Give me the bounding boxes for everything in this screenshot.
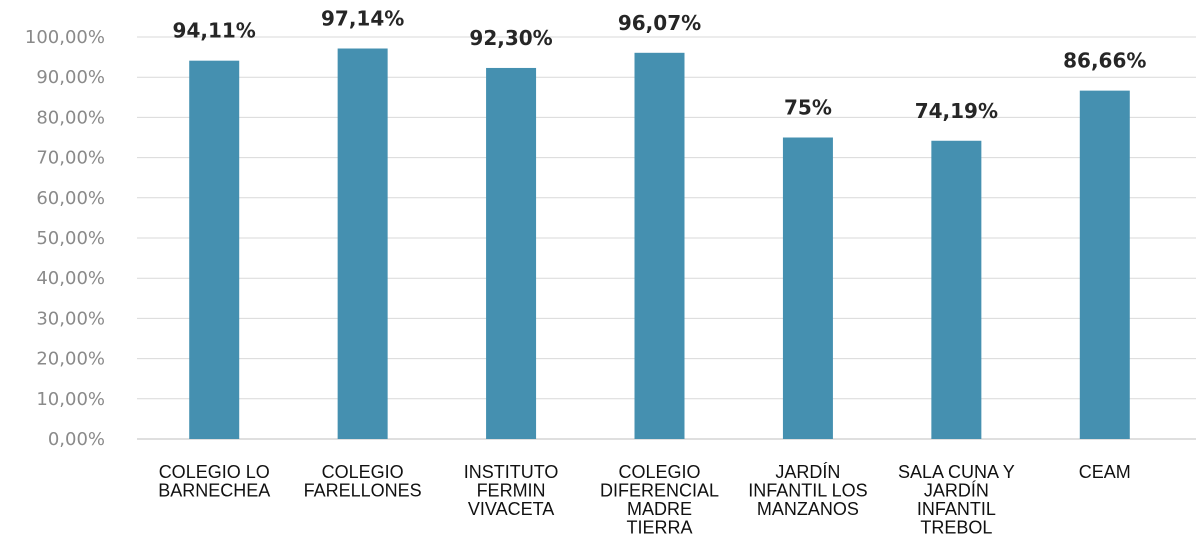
data-label: 94,11% xyxy=(173,19,256,43)
category-label: MADRE xyxy=(627,499,692,519)
category-label: TIERRA xyxy=(626,518,692,538)
category-label: BARNECHEA xyxy=(158,481,270,501)
y-tick-label: 70,00% xyxy=(36,148,105,169)
data-label: 86,66% xyxy=(1063,49,1146,73)
category-label: FARELLONES xyxy=(304,481,422,501)
data-label: 75% xyxy=(784,96,832,120)
data-label: 74,19% xyxy=(915,99,998,123)
category-label: JARDÍN xyxy=(775,462,840,482)
bar xyxy=(634,52,685,440)
category-label: COLEGIO LO xyxy=(159,462,270,482)
data-labels: 94,11% 97,14% 92,30% 96,07% 75% 74,19% 86,66% xyxy=(173,6,1147,122)
category-label: CEAM xyxy=(1079,462,1131,482)
y-tick-label: 90,00% xyxy=(36,67,105,88)
category-label: TREBOL xyxy=(920,518,992,538)
category-label: COLEGIO xyxy=(322,462,404,482)
data-label: 92,30% xyxy=(469,26,552,50)
bar xyxy=(782,137,833,439)
bar xyxy=(931,140,982,439)
category-label: SALA CUNA Y xyxy=(898,462,1015,482)
bar xyxy=(189,60,240,440)
y-tick-label: 0,00% xyxy=(48,429,105,450)
y-tick-label: 10,00% xyxy=(36,389,105,410)
data-label: 96,07% xyxy=(618,11,701,35)
category-label: JARDÍN xyxy=(924,481,989,501)
y-tick-label: 30,00% xyxy=(36,308,105,329)
category-label: COLEGIO xyxy=(618,462,700,482)
bars xyxy=(189,48,1130,440)
category-label: FERMIN xyxy=(477,481,546,501)
category-label: INSTITUTO xyxy=(464,462,559,482)
data-label: 97,14% xyxy=(321,6,404,30)
y-tick-label: 100,00% xyxy=(25,27,105,48)
x-axis-categories: COLEGIO LOBARNECHEACOLEGIOFARELLONESINST… xyxy=(158,462,1131,538)
y-tick-label: 40,00% xyxy=(36,268,105,289)
category-label: VIVACETA xyxy=(468,499,554,519)
category-label: DIFERENCIAL xyxy=(600,481,719,501)
y-axis-ticks: 0,00% 10,00% 20,00% 30,00% 40,00% 50,00% 60,00… xyxy=(25,27,105,450)
y-tick-label: 20,00% xyxy=(36,349,105,370)
category-label: INFANTIL xyxy=(917,499,996,519)
category-label: INFANTIL LOS xyxy=(748,481,867,501)
y-tick-label: 80,00% xyxy=(36,107,105,128)
category-label: MANZANOS xyxy=(757,499,859,519)
bar xyxy=(337,48,388,440)
y-tick-label: 50,00% xyxy=(36,228,105,249)
y-tick-label: 60,00% xyxy=(36,188,105,209)
bar xyxy=(1079,90,1130,439)
bar xyxy=(486,67,537,439)
